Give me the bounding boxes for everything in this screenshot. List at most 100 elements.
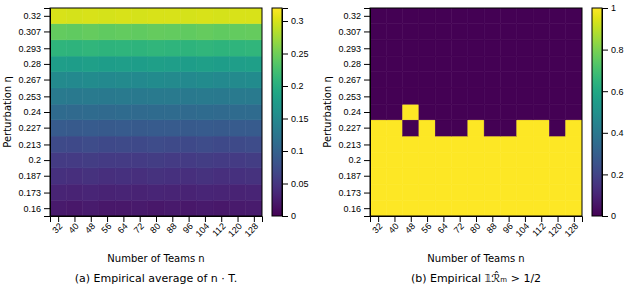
cell xyxy=(533,200,549,216)
colorbar-axis-tick-mark xyxy=(282,86,288,87)
cell xyxy=(197,72,213,88)
cell xyxy=(386,104,402,120)
cell xyxy=(468,88,484,104)
cell xyxy=(419,168,435,184)
x-axis-tick: 72 xyxy=(132,216,146,235)
cell xyxy=(66,104,82,120)
cell xyxy=(50,104,66,120)
cell xyxy=(115,88,131,104)
colorbar-axis-tick-label: 0.05 xyxy=(291,179,309,189)
cell xyxy=(403,8,419,24)
cell xyxy=(66,72,82,88)
x-axis-tick-mark xyxy=(254,216,255,222)
x-axis-tick: 32 xyxy=(370,216,384,235)
cell xyxy=(66,24,82,40)
cell xyxy=(566,200,582,216)
x-axis-tick-label: 64 xyxy=(436,221,450,235)
cell xyxy=(148,40,164,56)
cell xyxy=(213,184,229,200)
cell xyxy=(115,56,131,72)
cell xyxy=(370,104,386,120)
cell xyxy=(164,200,180,216)
plot-frame xyxy=(50,8,262,216)
y-axis-tick: 0.267 xyxy=(338,75,370,85)
y-axis-tick-label: 0.2 xyxy=(348,155,361,165)
cell xyxy=(468,56,484,72)
colorbar-axis-tick-label: 0.4 xyxy=(611,128,624,138)
cell xyxy=(50,200,66,216)
cell xyxy=(566,40,582,56)
cell xyxy=(403,120,419,136)
cell xyxy=(83,184,99,200)
cell xyxy=(197,40,213,56)
y-axis-tick-mark xyxy=(364,48,370,49)
cell xyxy=(213,168,229,184)
cell xyxy=(419,56,435,72)
cell xyxy=(197,104,213,120)
cell xyxy=(229,184,245,200)
colorbar-axis-tick-mark xyxy=(282,119,288,120)
x-axis-title: Number of Teams n xyxy=(107,253,204,264)
cell xyxy=(517,8,533,24)
cell xyxy=(533,104,549,120)
x-axis-tick: 64 xyxy=(116,216,130,235)
cell xyxy=(468,168,484,184)
cell xyxy=(566,168,582,184)
cell xyxy=(180,184,196,200)
cell xyxy=(435,24,451,40)
cell xyxy=(419,72,435,88)
cell xyxy=(115,120,131,136)
y-axis-tick: 0.32 xyxy=(343,11,370,21)
cell xyxy=(50,88,66,104)
cell xyxy=(148,56,164,72)
cell xyxy=(115,136,131,152)
cell xyxy=(452,136,468,152)
y-axis-tick: 0.173 xyxy=(338,188,370,198)
cell xyxy=(132,40,148,56)
cell xyxy=(500,88,516,104)
cell xyxy=(213,56,229,72)
cell xyxy=(83,56,99,72)
colorbar-axis-tick-label: 0.1 xyxy=(291,146,304,156)
cell xyxy=(370,56,386,72)
cell xyxy=(246,40,262,56)
cell xyxy=(500,40,516,56)
x-axis-tick: 56 xyxy=(419,216,433,235)
cell xyxy=(180,8,196,24)
x-axis-tick-label: 80 xyxy=(468,221,482,235)
cell xyxy=(148,72,164,88)
colorbar-axis-tick: 0.25 xyxy=(282,49,309,59)
cell xyxy=(370,200,386,216)
y-axis-tick: 0.227 xyxy=(18,123,50,133)
y-axis-tick-mark xyxy=(44,48,50,49)
cell xyxy=(132,8,148,24)
cell xyxy=(549,8,565,24)
cell xyxy=(50,56,66,72)
y-axis-tick: 0.307 xyxy=(338,27,370,37)
colorbar-axis-tick-label: 0 xyxy=(291,211,296,221)
y-axis-tick: 0.2 xyxy=(28,155,50,165)
y-axis-tick-mark xyxy=(44,208,50,209)
y-axis-title: Perturbation η xyxy=(322,76,333,147)
colorbar-axis-tick-mark xyxy=(602,133,608,134)
y-axis-tick-mark xyxy=(364,16,370,17)
colorbar-axis-tick-mark xyxy=(602,8,608,9)
y-axis-tick-label: 0.227 xyxy=(18,123,41,133)
cell xyxy=(484,8,500,24)
y-axis-tick-label: 0.307 xyxy=(338,27,361,37)
colorbar-axis-tick: 0.3 xyxy=(282,16,304,26)
cell xyxy=(403,200,419,216)
cell xyxy=(229,40,245,56)
x-axis-tick-mark xyxy=(443,216,444,222)
colorbar-axis-tick: 0.4 xyxy=(602,128,624,138)
cell xyxy=(50,40,66,56)
x-axis-tick: 80 xyxy=(468,216,482,235)
cell xyxy=(50,8,66,24)
x-axis-tick: 128 xyxy=(243,216,261,239)
x-axis: 324048566472808896104112120128 xyxy=(370,216,582,239)
cell xyxy=(517,200,533,216)
cell xyxy=(99,104,115,120)
y-axis-tick-label: 0.227 xyxy=(338,123,361,133)
cell xyxy=(468,184,484,200)
cell xyxy=(403,104,419,120)
